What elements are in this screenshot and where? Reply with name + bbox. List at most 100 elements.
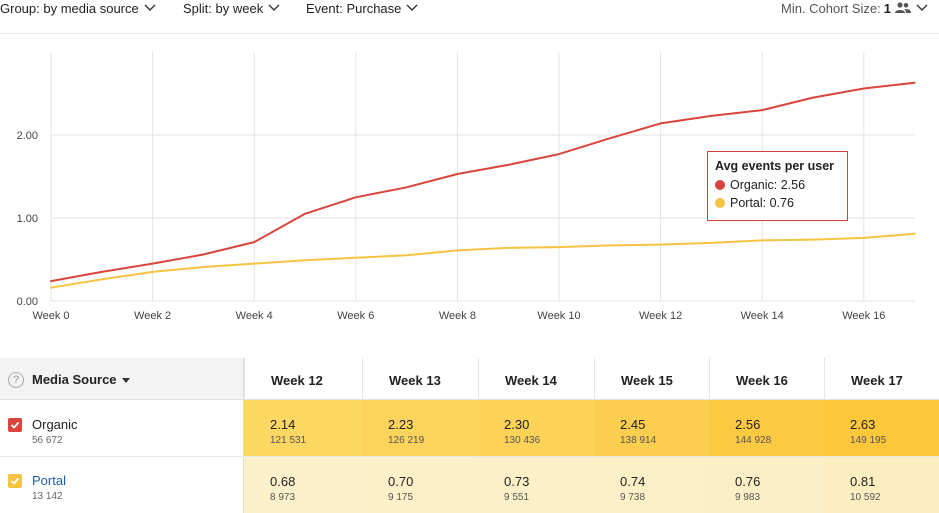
portal-count: 13 142 <box>32 491 63 502</box>
table-cell: 0.68 8 973 <box>244 457 362 513</box>
row-divider <box>0 456 939 457</box>
cell-count: 9 551 <box>504 492 530 503</box>
event-label: Event: Purchase <box>306 0 402 16</box>
chevron-down-icon <box>916 4 928 11</box>
table-header-media-source: ? Media Source <box>0 358 244 400</box>
min-cohort-value: 1 <box>883 0 891 16</box>
caret-down-icon <box>121 378 130 384</box>
portal-checkbox[interactable] <box>8 474 22 488</box>
cell-count: 121 531 <box>270 435 307 446</box>
media-source-sort-button[interactable]: Media Source <box>32 372 130 387</box>
x-tick-label: Week 8 <box>439 310 476 322</box>
min-cohort-label: Min. Cohort Size: <box>781 0 881 16</box>
cell-count: 138 914 <box>620 435 657 446</box>
organic-label: Organic <box>32 417 78 432</box>
media-source-label: Media Source <box>32 372 117 387</box>
chart-grid <box>50 52 915 302</box>
cell-value: 2.56 <box>735 417 761 432</box>
users-icon <box>894 2 911 13</box>
min-cohort-size-dropdown[interactable]: Min. Cohort Size: 1 <box>781 0 929 16</box>
series-line-organic <box>50 81 916 283</box>
toolbar: Group: by media source Split: by week Ev… <box>0 0 939 34</box>
x-tick-label: Week 2 <box>134 310 171 322</box>
x-tick-label: Week 0 <box>32 310 69 322</box>
tooltip-row-organic: Organic: 2.56 <box>715 176 840 194</box>
cell-count: 9 738 <box>620 492 646 503</box>
cell-value: 0.70 <box>388 474 414 489</box>
x-axis-ticks: Week 0 Week 2 Week 4 Week 6 Week 8 Week 10 Wee… <box>32 310 885 322</box>
event-dropdown[interactable]: Event: Purchase <box>306 0 419 16</box>
x-tick-label: Week 4 <box>236 310 273 322</box>
help-icon[interactable]: ? <box>8 372 24 388</box>
tooltip-organic-value: Organic: 2.56 <box>730 178 806 192</box>
column-header: Week 17 <box>824 358 939 400</box>
series-line-portal <box>50 232 916 289</box>
table-cell: 0.81 10 592 <box>824 457 939 513</box>
table-cell: 2.14 121 531 <box>244 400 362 456</box>
cell-count: 126 219 <box>388 435 425 446</box>
portal-legend-dot <box>715 198 725 208</box>
cell-value: 2.45 <box>620 417 646 432</box>
cell-value: 0.68 <box>270 474 296 489</box>
cell-value: 2.30 <box>504 417 530 432</box>
y-tick-label: 2.00 <box>17 130 38 142</box>
table-cell: 2.30 130 436 <box>478 400 594 456</box>
chevron-down-icon <box>268 4 280 11</box>
chart-tooltip: Avg events per user Organic: 2.56 Portal… <box>707 151 848 221</box>
table-cell: 0.74 9 738 <box>594 457 709 513</box>
tooltip-title: Avg events per user <box>715 159 835 173</box>
chevron-down-icon <box>144 4 156 11</box>
split-label: Split: by week <box>183 0 264 16</box>
table-row-organic[interactable]: Organic 56 672 <box>0 400 244 456</box>
x-tick-label: Week 14 <box>741 310 784 322</box>
cell-count: 9 175 <box>388 492 414 503</box>
tooltip-row-portal: Portal: 0.76 <box>715 194 840 212</box>
organic-legend-dot <box>715 180 725 190</box>
x-tick-label: Week 16 <box>842 310 885 322</box>
tooltip-portal-value: Portal: 0.76 <box>730 196 794 210</box>
table-cell: 2.23 126 219 <box>362 400 478 456</box>
cell-count: 130 436 <box>504 435 541 446</box>
table-cell: 2.56 144 928 <box>709 400 824 456</box>
cell-value: 0.74 <box>620 474 646 489</box>
cell-count: 9 983 <box>735 492 761 503</box>
check-icon <box>10 421 20 429</box>
check-icon <box>10 477 20 485</box>
column-header: Week 14 <box>478 358 594 400</box>
cell-value: 2.63 <box>850 417 876 432</box>
y-tick-label: 0.00 <box>17 296 38 308</box>
table-cell: 0.73 9 551 <box>478 457 594 513</box>
organic-count: 56 672 <box>32 435 63 446</box>
cell-value: 0.73 <box>504 474 530 489</box>
group-by-dropdown[interactable]: Group: by media source <box>0 0 157 16</box>
table-cell: 2.63 149 195 <box>824 400 939 456</box>
y-axis-ticks: 0.00 1.00 2.00 <box>17 130 38 308</box>
cell-value: 0.76 <box>735 474 761 489</box>
avg-events-line-chart: 0.001.002.00 Week 0 Week 2 Week 4 Week 6 Wee… <box>17 52 916 322</box>
cell-value: 2.23 <box>388 417 414 432</box>
column-header: Week 15 <box>594 358 709 400</box>
x-tick-label: Week 6 <box>337 310 374 322</box>
cell-count: 8 973 <box>270 492 296 503</box>
table-row-portal[interactable]: Portal 13 142 <box>0 457 244 513</box>
chevron-down-icon <box>406 4 418 11</box>
x-tick-label: Week 10 <box>537 310 580 322</box>
cell-count: 144 928 <box>735 435 772 446</box>
cell-value: 2.14 <box>270 417 296 432</box>
column-header: Week 12 <box>244 358 362 400</box>
cohort-table: ? Media Source Week 12 Week 13 Week 14 W… <box>0 358 939 513</box>
cell-count: 149 195 <box>850 435 887 446</box>
organic-checkbox[interactable] <box>8 418 22 432</box>
cell-value: 0.81 <box>850 474 876 489</box>
split-dropdown[interactable]: Split: by week <box>183 0 281 16</box>
table-cell: 0.76 9 983 <box>709 457 824 513</box>
portal-link[interactable]: Portal <box>32 473 66 488</box>
table-cell: 2.45 138 914 <box>594 400 709 456</box>
group-by-label: Group: by media source <box>0 0 139 16</box>
table-cell: 0.70 9 175 <box>362 457 478 513</box>
x-tick-label: Week 12 <box>639 310 682 322</box>
cell-count: 10 592 <box>850 492 881 503</box>
column-header: Week 16 <box>709 358 824 400</box>
chart-series <box>50 81 916 289</box>
column-header: Week 13 <box>362 358 478 400</box>
